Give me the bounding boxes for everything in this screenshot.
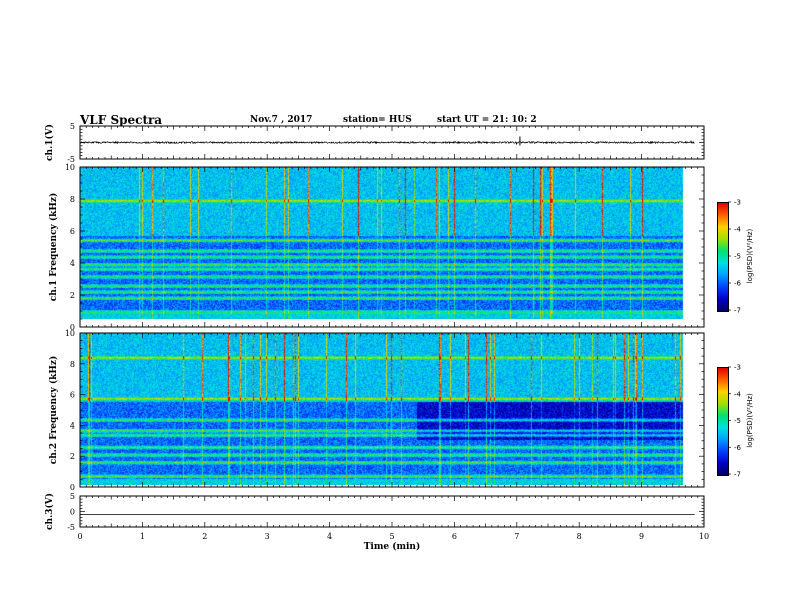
y-tick-label: 8	[70, 195, 75, 204]
colorbar-tick-label: -7	[734, 471, 741, 479]
ch2-colorbar	[717, 367, 729, 476]
x-tick-label: 9	[639, 532, 644, 541]
colorbar-tick-label: -6	[734, 280, 742, 288]
x-tick-label: 0	[77, 532, 82, 541]
x-axis-label: Time (min)	[364, 541, 421, 552]
colorbar-tick-label: -7	[734, 307, 741, 315]
y-axis-label: ch.1(V)	[44, 124, 55, 161]
figure-title: VLF Spectra	[80, 113, 163, 127]
ch1-spectrogram-panel-frame	[79, 166, 705, 328]
start-time-label: start UT = 21: 10: 2	[437, 115, 537, 125]
colorbar-tick-label: -6	[734, 444, 742, 452]
x-tick-label: 10	[699, 532, 709, 541]
station-label: station= HUS	[343, 115, 412, 125]
x-tick-label: 3	[265, 532, 270, 541]
colorbar-tick-label: -3	[734, 199, 741, 207]
x-tick-label: 7	[514, 532, 519, 541]
y-tick-label: 5	[70, 122, 75, 131]
y-tick-label: 5	[70, 492, 75, 501]
colorbar-label: log(PSD)(V²/Hz)	[746, 228, 754, 283]
y-tick-label: 2	[70, 291, 75, 300]
y-tick-label: 6	[70, 391, 75, 400]
y-tick-label: 4	[70, 421, 75, 430]
x-tick-label: 8	[577, 532, 582, 541]
y-axis-label: ch.3(V)	[44, 493, 55, 530]
y-axis-label: ch.1 Frequency (kHz)	[48, 193, 59, 302]
y-axis-label: ch.2 Frequency (kHz)	[48, 356, 59, 465]
y-tick-label: 0	[70, 508, 75, 517]
y-tick-label: 2	[70, 452, 75, 461]
x-tick-label: 5	[389, 532, 394, 541]
y-tick-label: 4	[70, 259, 75, 268]
y-tick-label: 8	[70, 360, 75, 369]
colorbar-tick-label: -4	[734, 390, 742, 398]
x-tick-label: 2	[202, 532, 207, 541]
ch1-trace	[79, 140, 695, 145]
colorbar-tick-label: -4	[734, 226, 742, 234]
y-tick-label: 0	[70, 323, 75, 332]
y-tick-label: -5	[67, 523, 75, 532]
x-tick-label: 4	[327, 532, 332, 541]
y-tick-label: 10	[65, 163, 75, 172]
y-tick-label: -5	[67, 155, 75, 164]
date-label: Nov.7 , 2017	[250, 115, 313, 125]
y-tick-label: 0	[70, 483, 75, 492]
colorbar-tick-label: -5	[734, 417, 741, 425]
colorbar-tick-label: -5	[734, 253, 741, 261]
colorbar-label: log(PSD)(V²/Hz)	[746, 393, 754, 448]
ch2-spectrogram-panel-frame	[79, 332, 705, 488]
x-tick-label: 6	[452, 532, 457, 541]
ch2-spectrogram	[80, 333, 692, 485]
ch1-colorbar	[717, 202, 729, 312]
y-tick-label: 10	[65, 329, 75, 338]
x-tick-label: 1	[140, 532, 145, 541]
y-tick-label: 6	[70, 227, 75, 236]
colorbar-tick-label: -3	[734, 364, 741, 372]
ch1-spectrogram	[80, 167, 692, 319]
